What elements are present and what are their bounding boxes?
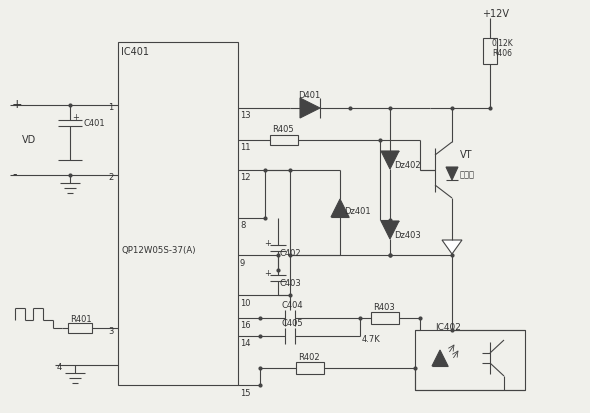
Text: 4.7K: 4.7K bbox=[362, 335, 381, 344]
Text: R405: R405 bbox=[272, 124, 294, 133]
Text: D401: D401 bbox=[298, 92, 320, 100]
Text: VD: VD bbox=[22, 135, 36, 145]
Text: 2: 2 bbox=[108, 173, 113, 183]
Bar bbox=[68, 323, 92, 333]
Text: R402: R402 bbox=[298, 353, 320, 361]
Text: Dz402: Dz402 bbox=[394, 161, 421, 169]
Text: 13: 13 bbox=[240, 112, 251, 121]
Text: 平波器: 平波器 bbox=[460, 171, 475, 180]
Polygon shape bbox=[381, 151, 399, 169]
Polygon shape bbox=[446, 167, 458, 180]
Text: 15: 15 bbox=[240, 389, 251, 397]
Bar bbox=[371, 312, 399, 324]
Polygon shape bbox=[442, 240, 462, 254]
Text: 8: 8 bbox=[240, 221, 245, 230]
Text: C404: C404 bbox=[282, 301, 304, 311]
Text: QP12W05S-37(A): QP12W05S-37(A) bbox=[121, 245, 195, 254]
Text: R401: R401 bbox=[70, 316, 91, 325]
Text: R406: R406 bbox=[492, 50, 512, 59]
Bar bbox=[270, 135, 298, 145]
Text: 14: 14 bbox=[240, 339, 251, 349]
Polygon shape bbox=[381, 221, 399, 239]
Polygon shape bbox=[432, 350, 448, 366]
Bar bbox=[296, 362, 324, 374]
Text: +: + bbox=[264, 270, 271, 278]
Text: 4: 4 bbox=[57, 363, 63, 373]
Text: -: - bbox=[12, 169, 17, 181]
Text: +: + bbox=[12, 98, 22, 112]
Text: +: + bbox=[264, 240, 271, 249]
Text: +12V: +12V bbox=[482, 9, 509, 19]
Text: C403: C403 bbox=[280, 278, 301, 287]
Text: 3: 3 bbox=[108, 327, 113, 335]
Text: VT: VT bbox=[460, 150, 473, 160]
Text: IC402: IC402 bbox=[435, 323, 461, 332]
Text: 16: 16 bbox=[240, 321, 251, 330]
Text: C405: C405 bbox=[282, 320, 304, 328]
Text: Dz403: Dz403 bbox=[394, 230, 421, 240]
Text: C401: C401 bbox=[84, 119, 106, 128]
Text: R403: R403 bbox=[373, 302, 395, 311]
Polygon shape bbox=[300, 98, 320, 118]
Text: IC401: IC401 bbox=[121, 47, 149, 57]
Text: 0.12K: 0.12K bbox=[492, 38, 514, 47]
Text: 12: 12 bbox=[240, 173, 251, 183]
Text: 10: 10 bbox=[240, 299, 251, 308]
Text: 1: 1 bbox=[108, 104, 113, 112]
Text: +: + bbox=[72, 112, 79, 121]
Text: C402: C402 bbox=[280, 249, 301, 257]
Bar bbox=[118, 42, 238, 385]
Text: 9: 9 bbox=[240, 259, 245, 268]
Text: 11: 11 bbox=[240, 143, 251, 152]
Text: Dz401: Dz401 bbox=[344, 206, 371, 216]
Polygon shape bbox=[331, 199, 349, 217]
Bar bbox=[415, 330, 525, 390]
Bar bbox=[483, 38, 497, 64]
